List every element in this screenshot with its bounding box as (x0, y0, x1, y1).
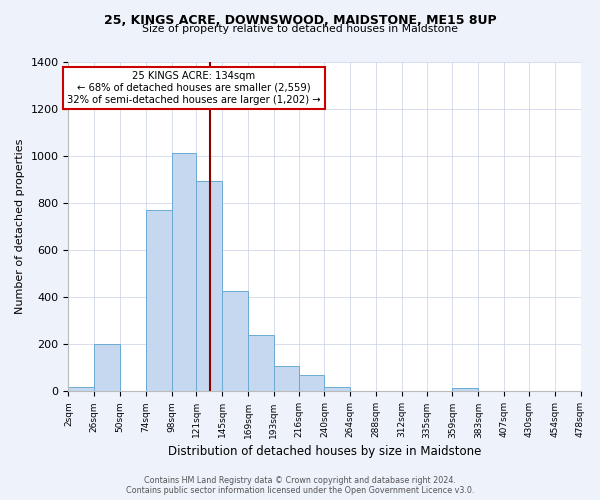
Bar (325, 386, 350, 392)
Bar (274, 366, 299, 392)
Y-axis label: Number of detached properties: Number of detached properties (15, 139, 25, 314)
Bar (172, 154, 196, 392)
Bar (94, 344, 120, 392)
Text: 25, KINGS ACRE, DOWNSWOOD, MAIDSTONE, ME15 8UP: 25, KINGS ACRE, DOWNSWOOD, MAIDSTONE, ME… (104, 14, 496, 27)
Bar (299, 375, 325, 392)
Bar (222, 292, 248, 392)
Text: 25 KINGS ACRE: 134sqm
← 68% of detached houses are smaller (2,559)
32% of semi-d: 25 KINGS ACRE: 134sqm ← 68% of detached … (67, 72, 320, 104)
Bar (452, 388, 478, 392)
Bar (68, 386, 94, 392)
Text: Contains HM Land Registry data © Crown copyright and database right 2024.
Contai: Contains HM Land Registry data © Crown c… (126, 476, 474, 495)
Bar (248, 335, 274, 392)
X-axis label: Distribution of detached houses by size in Maidstone: Distribution of detached houses by size … (168, 444, 481, 458)
Bar (146, 210, 172, 392)
Bar (196, 180, 222, 392)
Text: Size of property relative to detached houses in Maidstone: Size of property relative to detached ho… (142, 24, 458, 34)
